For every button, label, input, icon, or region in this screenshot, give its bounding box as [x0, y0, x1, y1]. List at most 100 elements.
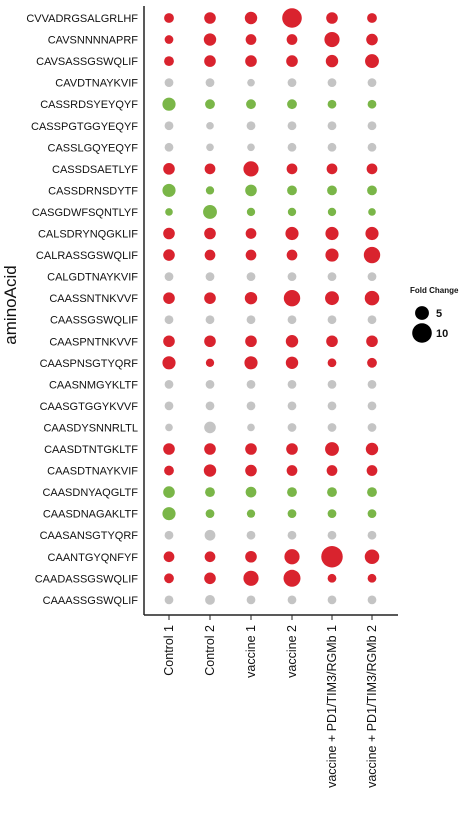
bubble	[163, 486, 175, 498]
y-tick-label: CASSPGTGGYEQYF	[31, 121, 138, 133]
bubble	[326, 335, 338, 348]
bubble	[327, 78, 337, 88]
bubble	[205, 272, 215, 281]
bubble	[286, 465, 298, 476]
bubble	[367, 272, 377, 281]
bubble	[246, 530, 256, 540]
y-tick-label: CAASDNYAQGLTF	[42, 487, 138, 499]
y-tick-label: CAASDTNTGKLTF	[44, 444, 138, 456]
bubble	[327, 315, 337, 325]
bubble	[367, 142, 377, 152]
y-tick-label: CALSDRYNQGKLIF	[38, 229, 138, 241]
bubble	[163, 292, 175, 304]
y-tick-label: CALGDTNAYKVIF	[47, 272, 138, 284]
legend-title: Fold Change	[410, 286, 459, 295]
y-tick-label: CAASPNSGTYQRF	[40, 358, 139, 370]
bubble	[204, 55, 216, 67]
bubble	[283, 289, 301, 307]
y-tick-label: CAASDTNAYKVIF	[47, 466, 138, 478]
bubble	[364, 290, 380, 306]
bubble	[367, 487, 377, 497]
y-tick-label: CAVDTNAYKVIF	[55, 78, 138, 90]
bubble	[326, 12, 338, 24]
bubble	[163, 227, 175, 240]
bubble	[327, 207, 337, 217]
bubble	[245, 335, 257, 348]
bubble	[243, 161, 259, 177]
bubble	[364, 549, 380, 565]
bubble	[327, 272, 337, 281]
bubble	[327, 573, 337, 583]
y-tick-label: CAASDNAGAKLTF	[43, 509, 138, 521]
bubble	[284, 549, 300, 565]
bubble	[163, 335, 175, 348]
bubble	[204, 529, 216, 541]
bubble	[367, 401, 377, 411]
bubble	[287, 423, 297, 432]
bubble	[206, 143, 214, 152]
bubble	[164, 56, 174, 66]
bubble	[285, 356, 299, 369]
bubble	[327, 530, 337, 540]
legend-bubble	[415, 306, 429, 320]
bubble	[164, 401, 174, 411]
bubble	[326, 163, 338, 175]
bubble	[164, 121, 174, 131]
bubble	[205, 594, 215, 605]
bubble	[325, 291, 339, 306]
bubble	[203, 464, 217, 477]
bubble	[286, 163, 298, 175]
x-tick-label: Control 1	[162, 625, 176, 676]
bubble	[246, 99, 256, 110]
bubble	[327, 358, 337, 368]
y-tick-label: CAASPNTNKVVF	[49, 336, 138, 348]
bubble	[204, 421, 216, 434]
bubble	[287, 207, 297, 217]
bubble	[286, 55, 298, 67]
bubble	[203, 205, 217, 219]
bubble	[164, 573, 174, 584]
bubble	[164, 142, 174, 152]
y-axis-label: aminoAcid	[1, 265, 20, 344]
bubble	[324, 31, 340, 48]
y-tick-label: CASGDWFSQNTLYF	[32, 207, 138, 219]
bubble	[327, 379, 337, 389]
bubble	[205, 401, 215, 411]
bubble	[245, 249, 257, 261]
bubble	[246, 121, 256, 131]
bubble	[164, 530, 174, 540]
bubble	[245, 443, 257, 455]
legend-label: 5	[436, 308, 442, 320]
bubble	[247, 78, 255, 87]
bubble	[164, 13, 174, 23]
bubble	[367, 595, 377, 605]
bubble	[245, 550, 257, 563]
bubble	[287, 595, 297, 605]
bubble	[205, 509, 215, 519]
bubble	[163, 249, 175, 261]
bubble	[204, 227, 216, 240]
x-tick-marks	[168, 615, 373, 620]
bubble	[367, 315, 377, 325]
bubble	[286, 34, 298, 45]
x-tick-label: vaccine 1	[244, 625, 258, 678]
bubble	[365, 442, 379, 456]
legend: Fold Change 5 10	[410, 286, 459, 343]
bubble	[366, 335, 378, 348]
bubble	[367, 99, 377, 109]
bubble	[247, 423, 255, 432]
bubble	[164, 595, 174, 605]
bubble	[162, 97, 176, 111]
bubble	[287, 530, 297, 540]
bubble	[327, 99, 337, 109]
bubble	[367, 185, 377, 196]
bubble	[287, 379, 297, 389]
bubble	[286, 249, 298, 261]
bubble	[286, 443, 298, 455]
bubble	[244, 11, 258, 25]
bubble	[165, 208, 173, 216]
bubble	[246, 595, 256, 605]
bubble	[287, 78, 297, 88]
bubble	[164, 78, 174, 88]
